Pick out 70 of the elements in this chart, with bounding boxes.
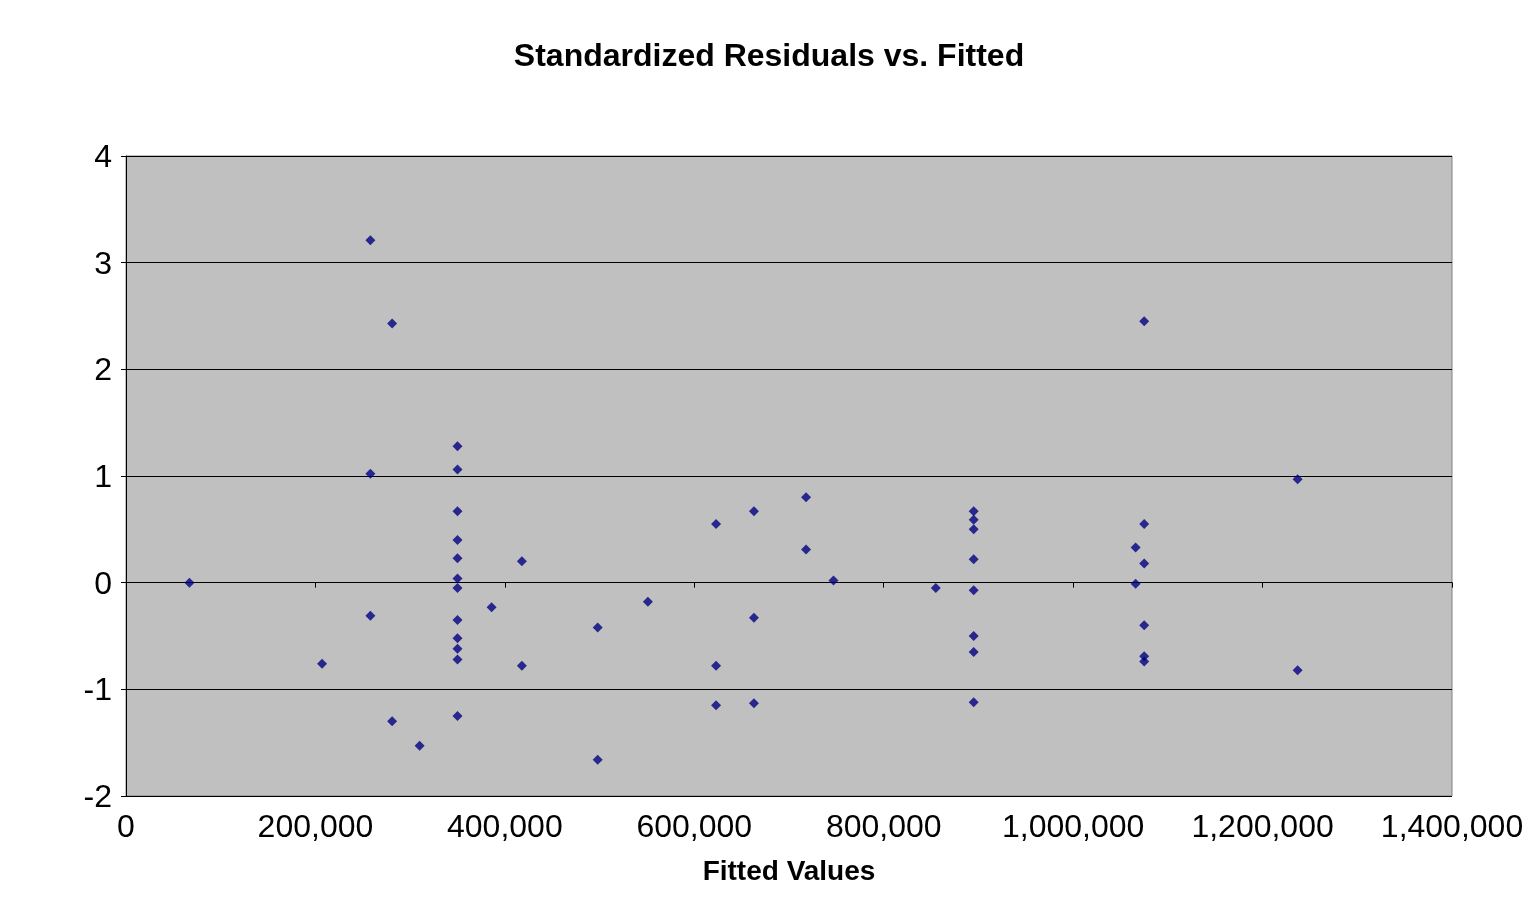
point (452, 583, 463, 593)
y-tick-label: -2 (83, 778, 112, 814)
point (387, 318, 398, 329)
point (930, 583, 941, 593)
x-axis-title: Fitted Values (702, 854, 876, 886)
point (968, 524, 979, 535)
point (486, 602, 497, 613)
point (452, 506, 463, 517)
point (452, 464, 463, 475)
point (968, 631, 979, 641)
point (516, 556, 527, 567)
point (1139, 316, 1150, 327)
point (365, 468, 376, 479)
point (748, 698, 759, 709)
point (711, 519, 722, 529)
point (592, 622, 603, 633)
point (711, 700, 722, 711)
point (592, 754, 603, 765)
x-tick-label: 800,000 (825, 808, 942, 844)
point (452, 615, 463, 625)
point (452, 711, 463, 721)
point (452, 573, 463, 584)
point (365, 235, 376, 246)
y-tick-label: 1 (94, 458, 112, 494)
point (711, 660, 722, 671)
point (1292, 474, 1303, 485)
point (642, 596, 653, 607)
chart-title: Standardized Residuals vs. Fitted (513, 37, 1025, 73)
point (1139, 519, 1150, 529)
point (1292, 665, 1303, 676)
point (452, 633, 463, 644)
point (801, 544, 812, 555)
y-tick-label: -1 (83, 671, 112, 708)
point (1130, 578, 1141, 589)
point (1139, 656, 1150, 667)
point (317, 658, 328, 669)
x-tick-label: 400,000 (447, 808, 563, 844)
point (968, 585, 979, 596)
point (365, 610, 376, 621)
point (828, 575, 839, 586)
y-tick-label: 2 (94, 351, 112, 388)
x-tick-label: 1,200,000 (1191, 808, 1334, 844)
point (387, 716, 398, 727)
y-tick-label: 0 (94, 564, 112, 601)
point (968, 697, 979, 708)
point (1130, 542, 1141, 553)
x-tick-label: 1,400,000 (1380, 808, 1524, 844)
point (452, 553, 463, 564)
point (184, 577, 195, 588)
point (414, 740, 425, 751)
point (968, 647, 979, 657)
point (452, 654, 463, 665)
x-tick-label: 600,000 (636, 808, 753, 844)
point (748, 612, 759, 623)
point (516, 660, 527, 671)
y-tick-label: 4 (94, 138, 112, 174)
y-tick-label: 3 (94, 244, 112, 281)
point (452, 643, 463, 654)
point (801, 492, 812, 503)
x-tick-label: 1,000,000 (1001, 808, 1145, 844)
point (1139, 620, 1150, 631)
x-tick-label: 0 (117, 808, 135, 844)
point (452, 535, 463, 545)
point (452, 441, 463, 452)
point (968, 514, 979, 525)
point (968, 554, 979, 565)
point (968, 506, 979, 517)
point (1139, 558, 1150, 569)
point (748, 506, 759, 517)
x-tick-label: 200,000 (257, 808, 374, 844)
